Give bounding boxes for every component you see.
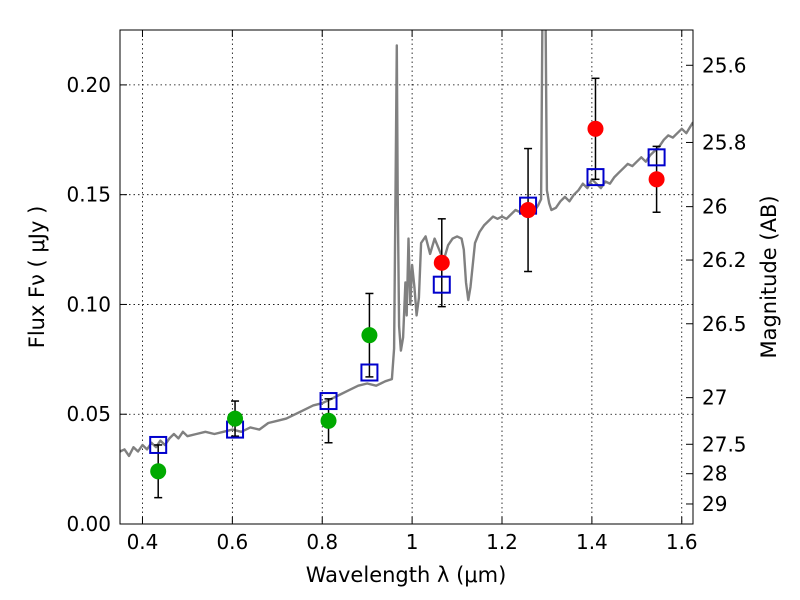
model-square-point xyxy=(319,392,338,411)
model-square-point xyxy=(647,148,666,167)
model-square-point xyxy=(360,363,379,382)
plot-frame xyxy=(119,29,694,525)
points-layer xyxy=(149,77,666,499)
green-data-point xyxy=(320,412,337,429)
x-axis-label: Wavelength λ (μm) xyxy=(306,563,507,587)
x-tick-label: 0.4 xyxy=(127,530,159,554)
model-square-point xyxy=(149,435,168,454)
x-tick-label: 0.6 xyxy=(216,530,248,554)
red-data-point xyxy=(433,254,450,271)
green-data-point xyxy=(227,410,244,427)
green-data-point xyxy=(361,327,378,344)
red-data-point xyxy=(587,120,604,137)
right-tick-label: 25.8 xyxy=(702,130,747,154)
red-data-point xyxy=(520,202,537,219)
red-data-point xyxy=(648,171,665,188)
y-tick-label: 0.10 xyxy=(66,292,111,316)
x-tick-label: 1.6 xyxy=(666,530,698,554)
y-axis-label: Flux Fν ( μJy ) xyxy=(25,206,49,349)
y-tick-label: 0.05 xyxy=(66,402,111,426)
x-tick-label: 0.8 xyxy=(306,530,338,554)
y-tick-label: 0.20 xyxy=(66,73,111,97)
model-spectrum-line xyxy=(120,30,693,458)
right-tick-label: 28 xyxy=(702,462,727,486)
y-tick-label: 0.15 xyxy=(66,183,111,207)
grid-lines xyxy=(120,30,693,525)
right-tick-label: 29 xyxy=(702,492,727,516)
model-square-point xyxy=(586,168,605,187)
right-tick-label: 25.6 xyxy=(702,53,747,77)
axis-ticks: 0.4 0.6 0.8 1 1.2 1.4 1.6 0.00 0.05 0.10 0.15 0.20 2… xyxy=(66,30,747,554)
right-tick-label: 26 xyxy=(702,195,727,219)
right-tick-label: 26.5 xyxy=(702,312,747,336)
x-tick-label: 1 xyxy=(406,530,419,554)
y-tick-label: 0.00 xyxy=(66,512,111,536)
right-tick-label: 26.2 xyxy=(702,248,747,272)
right-tick-label: 27.5 xyxy=(702,432,747,456)
model-square-point xyxy=(432,275,451,294)
green-data-point xyxy=(150,463,167,480)
right-tick-label: 27 xyxy=(702,386,727,410)
spectrum-layer xyxy=(120,30,693,458)
right-axis-label: Magnitude (AB) xyxy=(757,195,781,358)
x-tick-label: 1.4 xyxy=(576,530,608,554)
x-tick-label: 1.2 xyxy=(486,530,518,554)
